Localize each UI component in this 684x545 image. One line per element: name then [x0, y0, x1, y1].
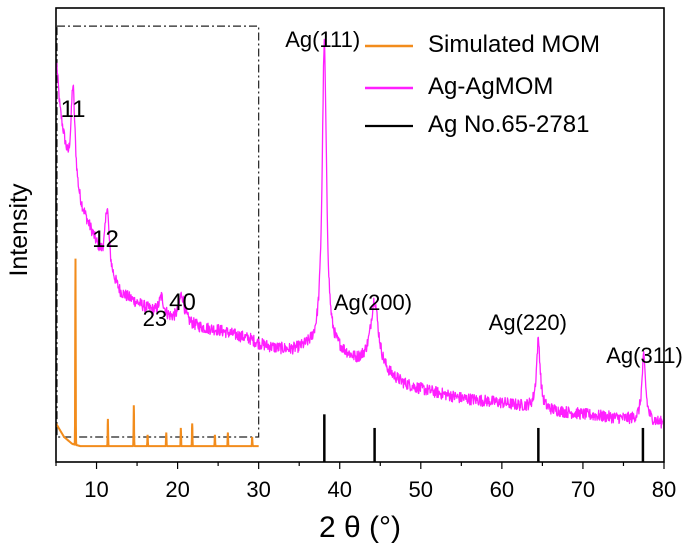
y-axis-label: Intensity	[5, 183, 33, 277]
peak-annotation: Ag(200)	[334, 290, 412, 315]
legend-label: Simulated MOM	[428, 31, 600, 58]
peak-annotation: 23	[143, 306, 167, 331]
ref-group	[323, 414, 645, 462]
series-simulated-mom	[55, 258, 259, 448]
x-tick-label: 80	[652, 477, 676, 502]
inset-box-group	[56, 25, 260, 438]
peak-annotation: 12	[92, 226, 119, 253]
legend-group: Simulated MOM Ag-AgMOM Ag No.65-2781	[365, 31, 600, 138]
x-tick-label: 40	[327, 477, 351, 502]
x-tick-label: 70	[571, 477, 595, 502]
x-tick-label: 30	[246, 477, 270, 502]
legend-label: Ag No.65-2781	[428, 111, 589, 138]
plot-frame-group	[55, 7, 665, 463]
x-tick-label: 60	[490, 477, 514, 502]
ticks-group: 10 20 30 40 50 60 70 80	[55, 462, 676, 502]
inset-box	[56, 25, 260, 438]
peak-annotation: 11	[61, 96, 86, 123]
peak-annotation: Ag(220)	[489, 310, 567, 335]
series-ag-agmom	[56, 38, 664, 429]
peak-annotation: 40	[169, 289, 196, 316]
series-group	[55, 38, 664, 448]
x-axis-label: 2 θ (°)	[319, 511, 401, 544]
x-tick-label: 10	[84, 477, 108, 502]
x-tick-label: 50	[409, 477, 433, 502]
peak-annotation: Ag(311)	[606, 343, 683, 368]
peak-annotation: Ag(111)	[285, 27, 360, 52]
legend-label: Ag-AgMOM	[428, 73, 553, 100]
plot-frame	[55, 7, 665, 463]
x-tick-label: 20	[165, 477, 189, 502]
